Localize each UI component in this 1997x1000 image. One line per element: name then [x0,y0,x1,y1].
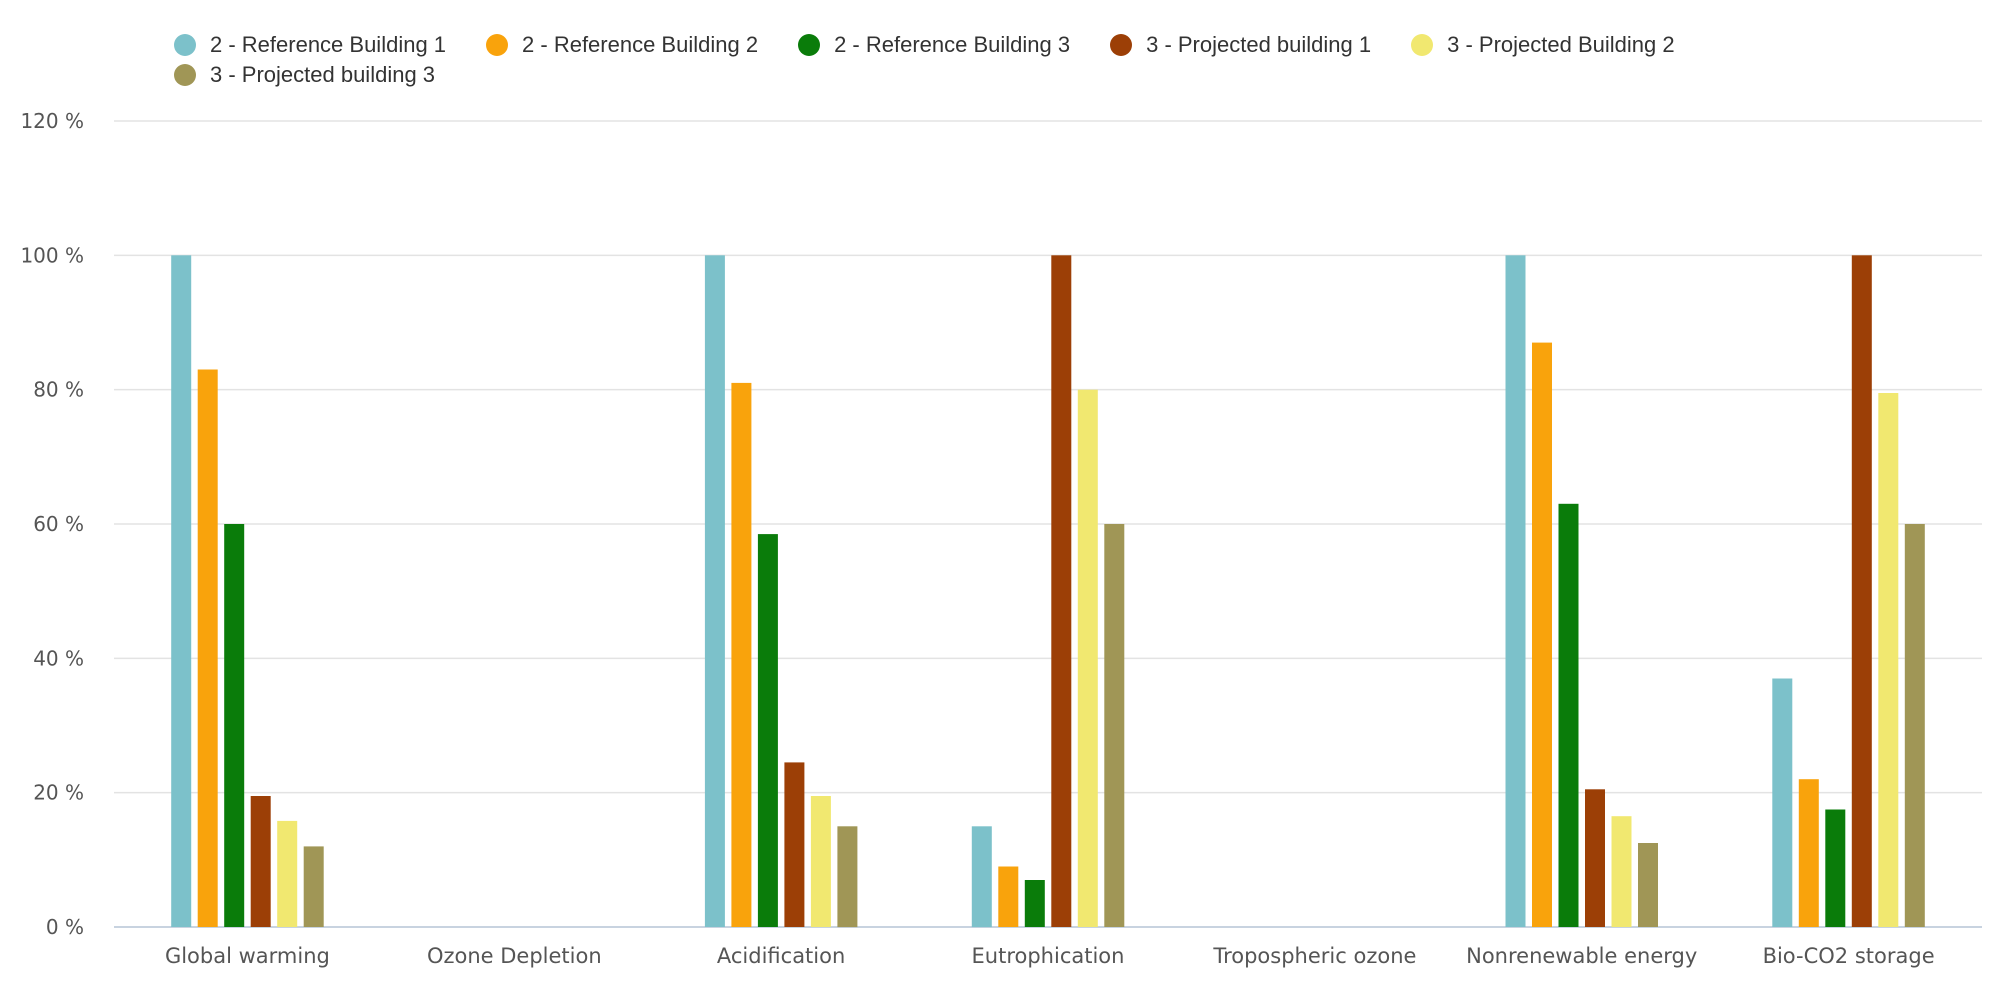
bar[interactable] [784,762,805,927]
bar[interactable] [171,255,192,928]
bar[interactable] [810,796,831,927]
legend-swatch [486,34,509,56]
bar[interactable] [197,369,218,928]
legend-label: 3 - Projected building 3 [210,62,436,87]
bar[interactable] [1638,843,1658,927]
legend-label: 2 - Reference Building 2 [522,32,759,57]
y-tick-label: 0 % [46,915,84,939]
x-tick-label: Tropospheric ozone [1212,944,1416,968]
y-tick-label: 100 % [20,243,84,267]
legend-swatch [1110,34,1133,56]
bar[interactable] [1104,524,1125,927]
bar[interactable] [704,255,725,928]
y-tick-label: 20 % [33,781,84,805]
y-tick-label: 80 % [33,378,84,402]
y-tick-label: 120 % [20,109,84,133]
legend-row: 2 - Reference Building 1 2 - Reference Bu… [174,30,1974,90]
x-tick-label: Ozone Depletion [427,944,602,968]
bar[interactable] [1851,255,1872,928]
legend-item[interactable]: 3 - Projected Building 2 [1411,30,1675,60]
legend-swatch [798,34,821,56]
bar[interactable] [998,866,1019,928]
bar[interactable] [1878,393,1899,927]
legend-item[interactable]: 2 - Reference Building 3 [798,30,1070,60]
bar[interactable] [1798,779,1819,927]
y-tick-label: 40 % [33,646,84,670]
legend-label: 3 - Projected building 1 [1146,32,1372,57]
x-tick-label: Acidification [717,944,845,968]
bar[interactable] [971,826,992,928]
bar[interactable] [1558,503,1579,927]
legend-swatch [174,64,196,86]
x-tick-label: Global warming [165,944,330,968]
legend-item[interactable]: 3 - Projected building 1 [1110,30,1371,60]
legend-item[interactable]: 2 - Reference Building 1 [174,30,446,60]
chart-legend: 2 - Reference Building 1 2 - Reference Bu… [174,30,1974,90]
bar[interactable] [1585,789,1605,927]
x-tick-label: Eutrophication [972,944,1125,968]
bar[interactable] [1505,255,1526,928]
bar[interactable] [250,796,271,927]
y-tick-label: 60 % [33,512,84,536]
bar[interactable] [224,524,245,927]
legend-swatch [174,34,196,56]
bar[interactable] [303,846,324,927]
x-tick-label: Nonrenewable energy [1466,944,1697,968]
legend-label: 2 - Reference Building 3 [834,32,1071,57]
bar[interactable] [757,534,778,927]
grid-lines: 0 % 20 % 40 % 60 % 80 % 100 % 120 % [20,109,1982,939]
legend-swatch [1411,34,1434,56]
bar[interactable] [1051,255,1072,928]
bar[interactable] [1825,809,1846,928]
x-tick-label: Bio-CO2 storage [1763,944,1935,968]
axes: Global warming Ozone Depletion Acidificati… [165,944,1935,968]
bar[interactable] [1904,524,1925,927]
bars [171,255,1925,928]
legend-item[interactable]: 2 - Reference Building 2 [486,30,758,60]
bar[interactable] [1611,816,1632,927]
bar[interactable] [1024,880,1045,927]
legend-label: 2 - Reference Building 1 [210,32,447,57]
bar[interactable] [1077,389,1098,927]
bar[interactable] [1532,342,1552,928]
bar[interactable] [837,826,858,928]
legend-label: 3 - Projected Building 2 [1447,32,1675,57]
legend-item[interactable]: 3 - Projected building 3 [174,60,435,90]
bar[interactable] [731,382,752,927]
bar[interactable] [1772,678,1793,928]
bar[interactable] [277,820,298,927]
